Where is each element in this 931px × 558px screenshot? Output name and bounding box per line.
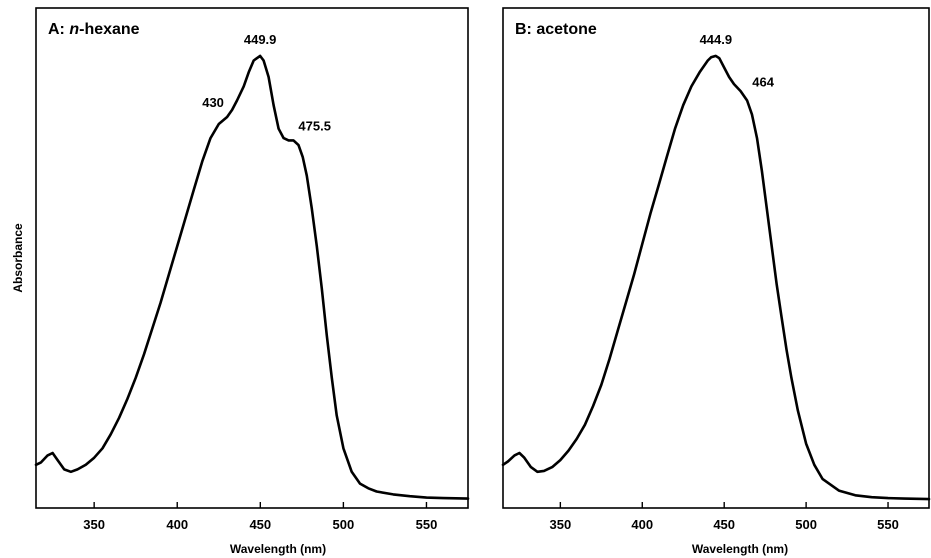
panel-a-peak-label-475-5: 475.5 bbox=[298, 118, 331, 133]
panel-a-frame bbox=[35, 7, 469, 509]
panel-a-x-tick-label-450: 450 bbox=[249, 517, 271, 532]
panel-a-x-tick-label-400: 400 bbox=[166, 517, 188, 532]
panel-a-x-tick-label-350: 350 bbox=[83, 517, 105, 532]
y-axis-label: Absorbance bbox=[11, 223, 25, 293]
panel-b-x-axis-label: Wavelength (nm) bbox=[692, 542, 788, 556]
panel-a-x-ticks: 350 400 450 500 550 bbox=[83, 502, 437, 532]
panel-a-title: A: n-hexane bbox=[48, 21, 140, 38]
panel-a-title-prefix: A: bbox=[48, 21, 69, 38]
panel-a-peak-label-449-9: 449.9 bbox=[244, 32, 277, 47]
panel-b-acetone: B: acetone Wavelength (nm) 350 400 450 500 5… bbox=[501, 7, 931, 556]
panel-b-peak-label-444-9: 444.9 bbox=[700, 32, 733, 47]
panel-b-spectrum-line bbox=[501, 54, 931, 501]
panel-a-hexane: A: n-hexane Wavelength (nm) 350 400 450 500… bbox=[34, 7, 470, 556]
panel-b-x-ticks: 350 400 450 500 550 bbox=[549, 502, 899, 532]
panel-a-x-axis-label: Wavelength (nm) bbox=[230, 542, 326, 556]
panel-a-title-italic: n bbox=[69, 21, 79, 38]
panel-b-x-tick-label-550: 550 bbox=[877, 517, 899, 532]
panel-b-frame bbox=[502, 7, 930, 509]
panel-a-spectrum-line bbox=[34, 54, 470, 500]
panel-a-x-tick-label-550: 550 bbox=[416, 517, 438, 532]
panel-b-peak-label-464: 464 bbox=[752, 75, 774, 90]
panel-b-peak-labels: 444.9 464 bbox=[700, 32, 775, 90]
panel-b-x-tick-label-400: 400 bbox=[631, 517, 653, 532]
panel-a-x-tick-label-500: 500 bbox=[333, 517, 355, 532]
panel-a-peak-labels: 430 449.9 475.5 bbox=[202, 32, 331, 134]
panel-b-x-tick-label-450: 450 bbox=[713, 517, 735, 532]
panel-b-x-tick-label-500: 500 bbox=[795, 517, 817, 532]
panel-a-title-suffix: -hexane bbox=[79, 21, 140, 38]
panel-a-peak-label-430: 430 bbox=[202, 95, 224, 110]
panel-b-x-tick-label-350: 350 bbox=[549, 517, 571, 532]
panel-b-title-suffix: acetone bbox=[536, 21, 597, 38]
panel-b-title: B: acetone bbox=[515, 21, 597, 38]
panel-b-title-prefix: B: bbox=[515, 21, 536, 38]
